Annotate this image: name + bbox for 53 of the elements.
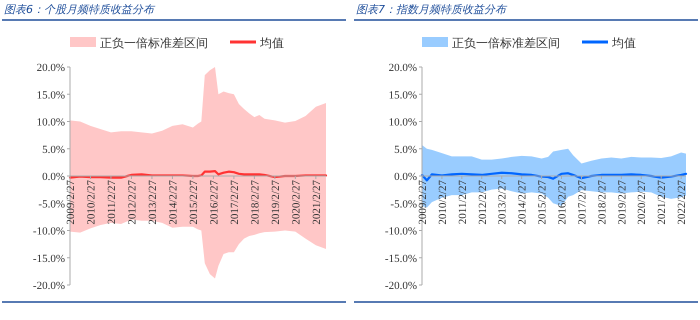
- legend-label: 均值: [259, 36, 284, 50]
- y-tick-label: -20.0%: [32, 280, 65, 292]
- x-tick-label: 2012/2/27: [126, 180, 138, 225]
- y-tick-label: 10.0%: [388, 116, 417, 128]
- x-tick-label: 2013/2/27: [496, 180, 509, 225]
- x-tick-label: 2010/2/27: [436, 180, 449, 225]
- legend-label: 均值: [611, 36, 636, 50]
- line-series: [420, 172, 688, 182]
- x-tick-label: 2014/2/27: [516, 180, 529, 225]
- x-tick-label: 2016/2/27: [556, 180, 569, 225]
- x-tick-label: 2009/2/27: [65, 180, 77, 225]
- x-tick-label: 2020/2/27: [636, 180, 648, 225]
- x-tick-label: 2017/2/27: [576, 180, 588, 225]
- legend-label: 正负一倍标准差区间: [100, 36, 208, 50]
- x-tick-label: 2018/2/27: [249, 180, 262, 225]
- y-tick-label: -10.0%: [384, 226, 417, 238]
- y-tick-label: -5.0%: [38, 198, 65, 210]
- y-tick-label: 20.0%: [388, 62, 417, 74]
- x-tick-label: 2009/2/27: [417, 180, 429, 225]
- y-tick-label: 20.0%: [36, 62, 65, 74]
- y-tick-label: -20.0%: [384, 280, 417, 292]
- x-tick-label: 2014/2/27: [167, 180, 180, 225]
- y-tick-label: 5.0%: [42, 144, 65, 156]
- x-tick-label: 2015/2/27: [536, 180, 549, 225]
- y-tick-label: -15.0%: [384, 252, 417, 265]
- legend-label: 正负一倍标准差区间: [452, 36, 560, 50]
- x-tick-label: 2022/2/27: [676, 180, 688, 225]
- x-tick-label: 2021/2/27: [656, 180, 668, 225]
- y-tick-label: 10.0%: [36, 116, 65, 128]
- x-tick-label: 2010/2/27: [85, 180, 98, 225]
- x-tick-label: 2017/2/27: [228, 180, 241, 225]
- y-tick-label: 15.0%: [388, 89, 417, 102]
- line-series: [68, 170, 328, 179]
- x-tick-label: 2015/2/27: [188, 180, 200, 225]
- y-tick-label: -10.0%: [32, 226, 65, 238]
- x-tick-label: 2011/2/27: [456, 180, 469, 224]
- y-tick-label: 15.0%: [36, 89, 65, 102]
- x-tick-label: 2016/2/27: [208, 180, 220, 225]
- x-tick-label: 2013/2/27: [146, 180, 159, 225]
- x-tick-label: 2019/2/27: [616, 180, 628, 225]
- y-tick-label: 5.0%: [394, 144, 417, 156]
- x-tick-label: 2021/2/27: [310, 180, 323, 225]
- y-tick-label: 0.0%: [42, 171, 65, 183]
- x-tick-label: 2011/2/27: [106, 180, 118, 224]
- x-tick-label: 2019/2/27: [270, 180, 282, 225]
- y-tick-label: 0.0%: [394, 171, 417, 183]
- x-tick-label: 2018/2/27: [596, 180, 608, 225]
- x-tick-label: 2020/2/27: [290, 180, 302, 225]
- chart-title: 图表6：个股月频特质收益分布: [4, 3, 156, 16]
- y-tick-label: -15.0%: [32, 252, 65, 265]
- x-tick-label: 2012/2/27: [476, 180, 489, 225]
- y-tick-label: -5.0%: [390, 198, 417, 210]
- chart-title: 图表7：指数月频特质收益分布: [356, 3, 508, 16]
